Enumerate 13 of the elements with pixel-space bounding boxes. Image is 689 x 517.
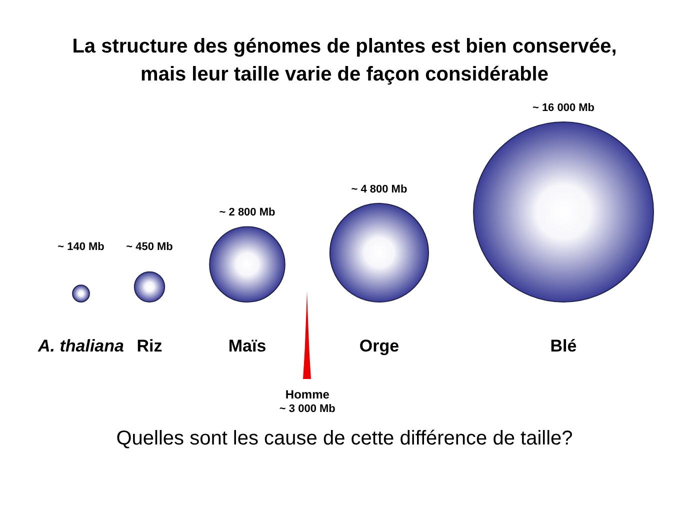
data-label: ~ 2 800 Mb [219, 206, 276, 219]
category-label: Blé [550, 336, 577, 356]
category-label: Maïs [228, 336, 266, 356]
data-label: ~ 450 Mb [126, 241, 174, 254]
category-label: A. thaliana [37, 336, 124, 356]
text: Quelles sont les cause de cette différence de taille? [116, 428, 573, 450]
category-label: Riz [136, 336, 162, 356]
data-label: ~ 140 Mb [58, 241, 105, 254]
text: La structure des génomes de plantes est bien conservée, mais leur taille varie de façon considérable [72, 36, 617, 86]
data-label: ~ 16 000 Mb [532, 102, 595, 114]
data-label: ~ 4 800 Mb [351, 183, 408, 196]
category-label: Orge [359, 336, 400, 356]
text: Homme ~ 3 000 Mb [279, 387, 336, 416]
